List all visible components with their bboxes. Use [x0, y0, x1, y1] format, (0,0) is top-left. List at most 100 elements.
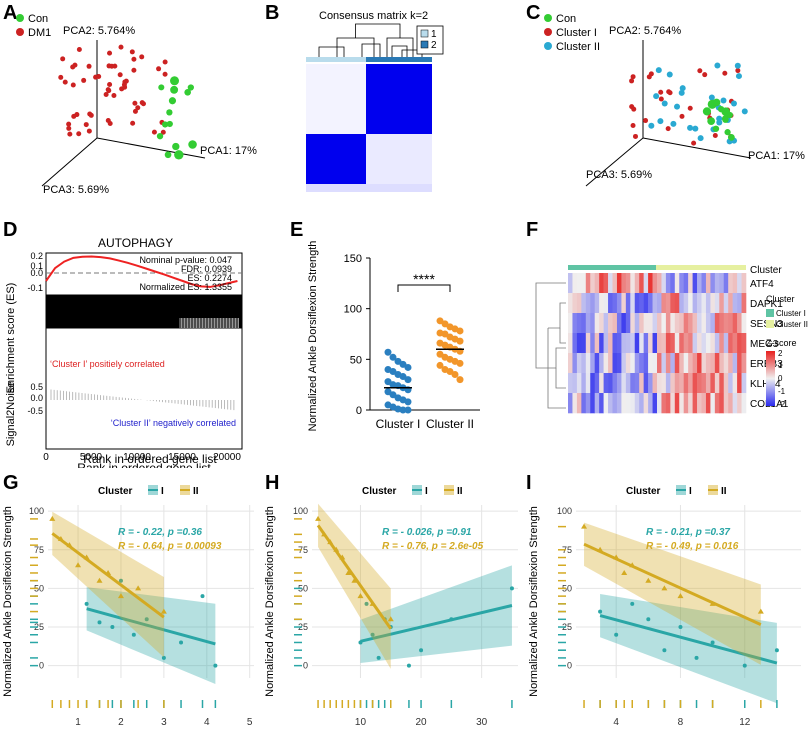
- heatmap-cell: [688, 353, 693, 374]
- heatmap-cell: [581, 293, 587, 314]
- heatmap-cell: [670, 393, 676, 414]
- xticks: 0 5000 10000 15000 20000: [43, 452, 241, 463]
- pca-point-dm1: [132, 108, 138, 114]
- heatmap-cell: [634, 273, 640, 294]
- heatmap-cell: [568, 273, 573, 294]
- heatmap-cell: [710, 273, 716, 294]
- pca1-label: PCA1: 17%: [200, 145, 257, 157]
- heatmap-cell: [585, 393, 591, 414]
- heatmap-cell: [639, 333, 644, 354]
- heatmap-cell: [608, 273, 613, 294]
- heatmap-cell: [585, 373, 591, 394]
- dot-cluster1: [404, 398, 412, 406]
- ylabel: Normalized Ankle Dorsiflexion Strength: [528, 506, 540, 697]
- point-II: [613, 554, 620, 560]
- legend-cluster-1-swatch: [766, 309, 774, 317]
- heatmap-cell: [732, 313, 738, 334]
- heatmap-cell: [701, 373, 707, 394]
- point-II: [645, 577, 652, 583]
- pca-point-cluster2: [730, 100, 737, 107]
- point-II: [709, 600, 716, 606]
- heatmap-cell: [661, 333, 667, 354]
- pca-point-cluster2: [653, 93, 660, 100]
- heatmap-cell: [639, 373, 644, 394]
- point-I: [614, 632, 619, 637]
- pca-point-cluster2: [674, 103, 681, 110]
- pca-point-dm1: [117, 72, 123, 78]
- heatmap-cell: [625, 293, 631, 314]
- ztick: 2: [778, 349, 783, 358]
- pca-point-con: [184, 88, 191, 96]
- point-II: [621, 569, 628, 575]
- heatmap-cell: [701, 393, 707, 414]
- ztick: 0: [778, 374, 783, 383]
- pca-point-cluster1: [658, 96, 664, 102]
- heatmap-cell: [705, 333, 711, 354]
- heatmap-cell: [603, 293, 609, 314]
- heatmap-cell: [679, 293, 684, 314]
- heatmap-cell: [705, 273, 711, 294]
- pca-point-cluster2: [679, 85, 686, 92]
- heatmap-cell: [590, 313, 595, 334]
- yticks-bottom: 0.5 0.0 -0.5: [27, 382, 43, 416]
- heatmap-cell: [639, 273, 644, 294]
- heatmap-cell: [710, 353, 716, 374]
- point-I: [376, 655, 381, 660]
- heatmap-cell: [674, 373, 680, 394]
- regression-line-II: [51, 532, 165, 619]
- heatmap-cell: [657, 373, 662, 394]
- heatmap-cells: [568, 273, 747, 414]
- legend-cluster2-label: Cluster II: [556, 41, 600, 53]
- row-label-dapk1: DAPK1: [750, 299, 783, 310]
- heatmap-cell: [679, 373, 684, 394]
- heatmap-cell: [625, 373, 631, 394]
- pca-point-dm1: [66, 125, 72, 131]
- stat-pvalue: Nominal p-value: 0.047: [139, 255, 232, 265]
- heatmap-cell: [714, 333, 720, 354]
- dot-cluster1: [399, 406, 407, 414]
- heatmap-cell: [616, 393, 622, 414]
- matrix-edge: [306, 184, 432, 192]
- pca-point-cluster1: [631, 106, 637, 112]
- point-I: [84, 601, 89, 606]
- heatmap-cell: [594, 273, 600, 294]
- heatmap-cell: [661, 293, 667, 314]
- heatmap-cell: [630, 393, 636, 414]
- pca-point-con: [172, 142, 180, 151]
- heatmap-cell: [674, 313, 680, 334]
- xtick-label: 4: [204, 717, 210, 728]
- heatmap-cell: [643, 333, 649, 354]
- heatmap-cell: [612, 273, 618, 294]
- heatmap-cell: [572, 333, 578, 354]
- consensus-title: Consensus matrix k=2: [319, 10, 428, 22]
- legend-con-label: Con: [28, 13, 48, 25]
- heatmap-cell: [657, 353, 662, 374]
- legend-1-label: 1: [431, 29, 437, 40]
- xtick: 5000: [80, 452, 103, 463]
- ztick: -2: [778, 400, 786, 409]
- correlation-II: R = - 0.76, p = 2.6e-05: [382, 541, 484, 552]
- legend-2-swatch: [420, 40, 429, 49]
- heatmap-cell: [728, 313, 733, 334]
- pca-point-con: [168, 97, 177, 105]
- dot-cluster2: [456, 359, 464, 367]
- heatmap-cell: [670, 333, 676, 354]
- heatmap-cell: [697, 373, 702, 394]
- heatmap-cell: [697, 353, 702, 374]
- confidence-band-II: [584, 522, 761, 665]
- heatmap-cell: [590, 333, 595, 354]
- heatmap-cell: [670, 353, 676, 374]
- ytick-label: 75: [298, 545, 308, 555]
- heatmap-cell: [599, 313, 604, 334]
- pca1-axis: [96, 137, 206, 159]
- heatmap-cell: [710, 373, 716, 394]
- pos-correlated-label: ‘Cluster I’ positiely correlated: [50, 359, 165, 369]
- pca-point-cluster2: [720, 97, 727, 104]
- heatmap-cell: [679, 313, 684, 334]
- block-cluster-2: [366, 64, 432, 134]
- heatmap-cell: [692, 393, 698, 414]
- heatmap-cell: [576, 353, 582, 374]
- heatmap-cell: [710, 393, 716, 414]
- point-II: [339, 554, 346, 560]
- point-II: [597, 546, 604, 552]
